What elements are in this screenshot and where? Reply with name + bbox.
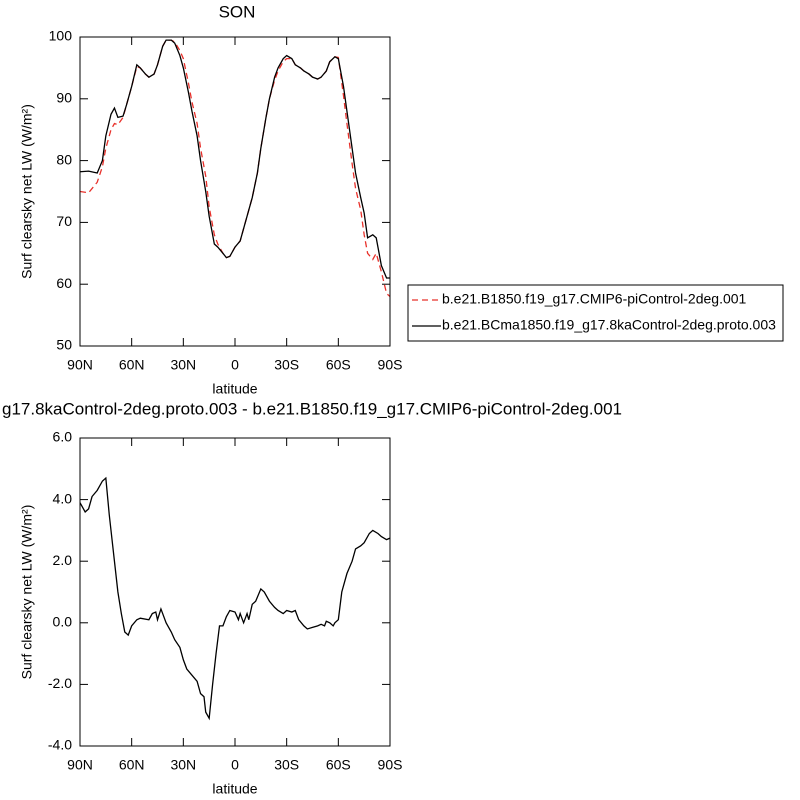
x-tick-label: 0 (231, 357, 239, 373)
y-tick-label: 60 (56, 275, 72, 291)
x-tick-label: 60N (119, 357, 145, 373)
y-tick-label: 0.0 (53, 614, 73, 630)
x-tick-label: 30S (274, 757, 299, 773)
x-tick-label: 60N (119, 757, 145, 773)
legend-label: b.e21.B1850.f19_g17.CMIP6-piControl-2deg… (442, 291, 747, 307)
y-tick-label: -2.0 (48, 675, 72, 691)
x-tick-label: 60S (326, 757, 351, 773)
y-tick-label: 2.0 (53, 552, 73, 568)
y-axis-label: Surf clearsky net LW (W/m²) (19, 505, 35, 680)
data-line (79, 39, 391, 298)
y-tick-label: 4.0 (53, 490, 73, 506)
y-tick-label: 70 (56, 213, 72, 229)
x-tick-label: 0 (231, 757, 239, 773)
y-axis-label: Surf clearsky net LW (W/m²) (19, 104, 35, 279)
legend-label: b.e21.BCma1850.f19_g17.8kaControl-2deg.p… (442, 317, 776, 333)
x-tick-label: 90N (67, 757, 93, 773)
legend-box (407, 284, 784, 342)
y-tick-label: 6.0 (53, 429, 73, 445)
chart-title: g17.8kaControl-2deg.proto.003 - b.e21.B1… (2, 399, 622, 418)
x-axis-label: latitude (212, 781, 257, 797)
x-tick-label: 30N (170, 357, 196, 373)
x-tick-label: 90N (67, 357, 93, 373)
plot-frame (79, 437, 391, 747)
y-tick-label: 80 (56, 151, 72, 167)
data-line (79, 39, 390, 279)
x-tick-label: 30S (274, 357, 299, 373)
x-tick-label: 90S (378, 757, 403, 773)
x-tick-label: 90S (378, 357, 403, 373)
y-tick-label: 90 (56, 90, 72, 106)
x-tick-label: 60S (326, 357, 351, 373)
y-tick-label: -4.0 (48, 737, 72, 753)
y-tick-label: 50 (56, 337, 72, 353)
data-line (79, 476, 391, 721)
y-tick-label: 100 (49, 28, 73, 44)
x-tick-label: 30N (170, 757, 196, 773)
chart-title: SON (219, 2, 256, 21)
x-axis-label: latitude (212, 381, 257, 397)
plot-frame (79, 36, 391, 347)
